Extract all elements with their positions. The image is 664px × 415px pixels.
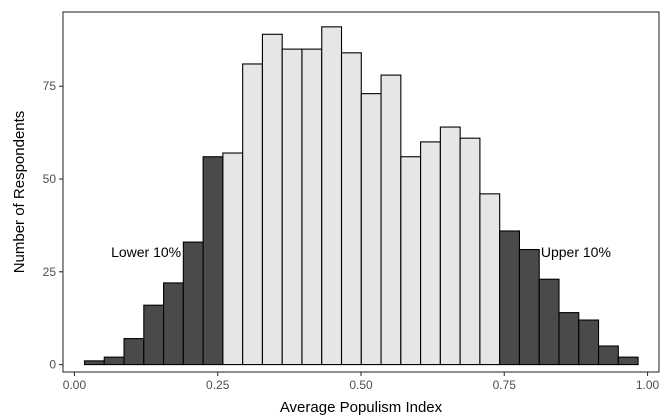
y-axis: 0 25 50 75 (43, 79, 63, 372)
histogram-bar (202, 156, 224, 366)
histogram-bar (340, 52, 362, 366)
y-tick-label: 0 (49, 358, 56, 372)
x-tick-label: 0.75 (493, 378, 517, 392)
y-tick-label: 25 (43, 265, 57, 279)
x-axis-title: Average Populism Index (280, 399, 443, 415)
histogram-bar (479, 193, 501, 366)
histogram-bar (281, 48, 303, 366)
histogram-bar (242, 63, 263, 366)
x-tick-label: 1.00 (636, 378, 660, 392)
histogram-bar (321, 26, 343, 366)
x-axis: 0.00 0.25 0.50 0.75 1.00 (63, 372, 660, 392)
histogram-bar (261, 33, 283, 366)
histogram-bar (360, 93, 382, 366)
annotations: Lower 10% Upper 10% (111, 244, 611, 260)
histogram-bar (103, 356, 125, 366)
histogram-bar (439, 126, 461, 366)
histogram-bar (182, 241, 204, 366)
x-tick-label: 0.50 (349, 378, 373, 392)
histogram-bar (380, 74, 402, 366)
histogram-bar (143, 304, 165, 366)
histogram-bar (499, 230, 520, 366)
histogram-bar (163, 282, 184, 366)
histogram-bar (597, 345, 619, 366)
histogram-bar (578, 319, 600, 366)
histogram-bar (558, 312, 580, 366)
histogram-bar (400, 156, 422, 366)
histogram-bar (518, 248, 540, 366)
histogram-bars (83, 26, 639, 366)
y-axis-title: Number of Respondents (11, 111, 28, 274)
histogram-bar (123, 338, 145, 366)
y-tick-label: 75 (43, 79, 57, 93)
x-tick-label: 0.00 (63, 378, 87, 392)
histogram-bar (617, 356, 639, 366)
annotation-label: Upper 10% (541, 244, 611, 260)
histogram-bar (538, 278, 560, 366)
histogram-bar (83, 360, 105, 366)
histogram-bar (459, 137, 481, 366)
histogram-bar (222, 152, 244, 366)
x-tick-label: 0.25 (206, 378, 230, 392)
y-tick-label: 50 (43, 172, 57, 186)
annotation-label: Lower 10% (111, 244, 181, 260)
histogram-bar (420, 141, 441, 366)
histogram-bar (301, 48, 323, 366)
